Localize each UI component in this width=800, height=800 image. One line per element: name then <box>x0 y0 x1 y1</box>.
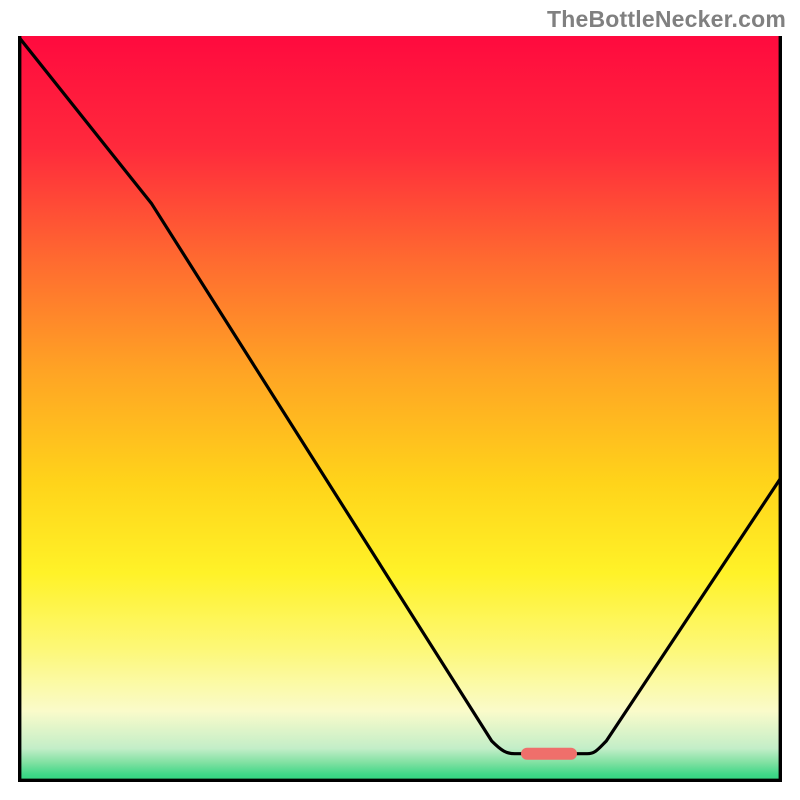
chart-container: TheBottleNecker.com <box>0 0 800 800</box>
gradient-background <box>18 36 782 782</box>
watermark-text: TheBottleNecker.com <box>547 6 786 33</box>
plot-area <box>18 36 782 782</box>
